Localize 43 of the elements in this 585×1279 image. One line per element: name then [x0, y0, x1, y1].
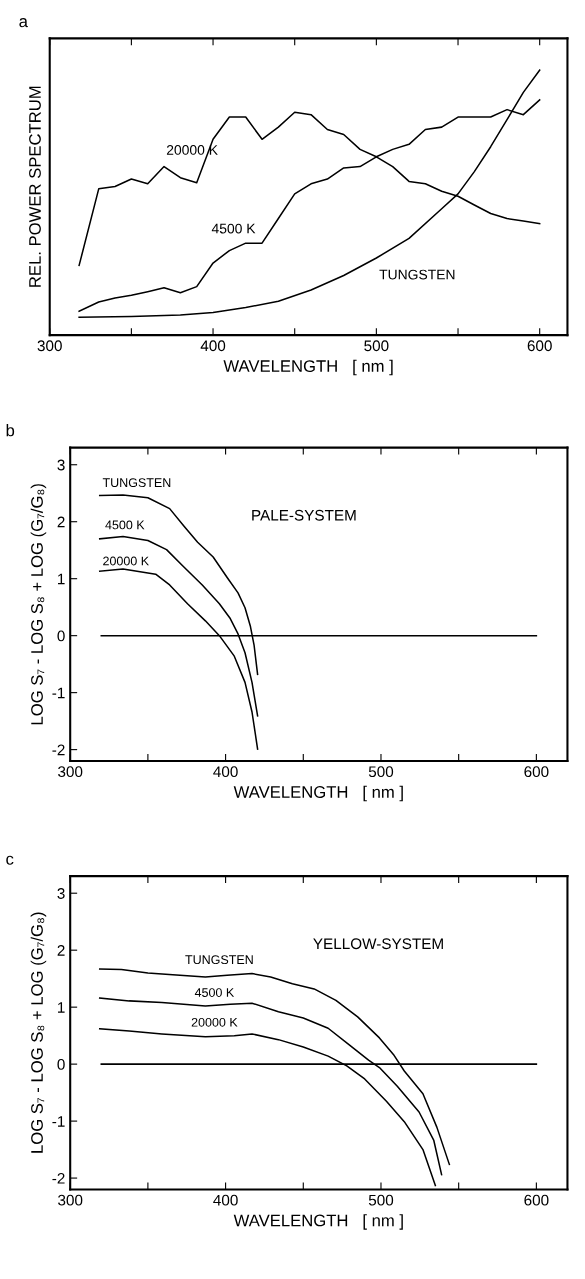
y-tick-label: 1 [58, 573, 65, 585]
y-axis-title: REL. POWER SPECTRUM [29, 86, 41, 287]
chart-title: b [6, 424, 15, 437]
x-tick-label: 300 [58, 766, 83, 778]
x-tick-label: 500 [368, 766, 394, 778]
y-tick-label: -2 [52, 1172, 65, 1184]
x-tick-label: 600 [527, 340, 552, 352]
y-tick-label: -2 [52, 744, 65, 756]
x-tick-label: 300 [58, 1194, 83, 1206]
y-axis-title: LOG S₇ - LOG S₈ + LOG (G₇/G₈) [30, 484, 47, 725]
legend-label: 4500 K [105, 520, 145, 530]
x-tick-label: 400 [213, 766, 238, 778]
y-tick-label: 0 [57, 630, 65, 642]
y-tick-label: 3 [57, 888, 65, 899]
y-tick-label: 2 [57, 945, 65, 956]
chart-title: c [6, 855, 14, 865]
series-label: 4500 K [211, 223, 256, 234]
x-tick-label: 400 [200, 340, 226, 352]
y-tick-label: 1 [58, 1002, 65, 1013]
x-axis-title: WAVELENGTH [ nm ] [223, 359, 393, 376]
annotation: YELLOW-SYSTEM [313, 938, 443, 950]
y-tick-label: 0 [57, 1059, 65, 1070]
annotation: PALE-SYSTEM [252, 509, 356, 521]
x-tick-label: 600 [524, 1194, 549, 1206]
x-tick-label: 500 [368, 1194, 394, 1206]
y-tick-label: 2 [57, 516, 65, 528]
x-axis-title: WAVELENGTH [ nm ] [233, 1214, 403, 1230]
x-axis-title: WAVELENGTH [ nm ] [233, 785, 403, 802]
series-label: 20000 K [103, 556, 149, 566]
series-label: TUNGSTEN [185, 955, 253, 965]
x-tick-label: 500 [364, 340, 389, 352]
series-label: 20000 K [191, 1017, 238, 1027]
series-label: 4500 K [194, 988, 235, 997]
x-tick-label: 300 [37, 340, 62, 352]
series-label: TUNGSTEN [379, 269, 455, 280]
series-label: TUNGSTEN [102, 478, 171, 488]
y-tick-label: 3 [57, 459, 65, 471]
chart-title: a [19, 18, 28, 28]
y-tick-label: -1 [52, 1116, 65, 1127]
x-tick-label: 600 [524, 766, 549, 778]
y-tick-label: -1 [52, 687, 65, 699]
x-tick-label: 400 [213, 1194, 238, 1206]
y-axis-title: LOG S₇ - LOG S₈ + LOG (G₇/G₈) [30, 912, 47, 1153]
